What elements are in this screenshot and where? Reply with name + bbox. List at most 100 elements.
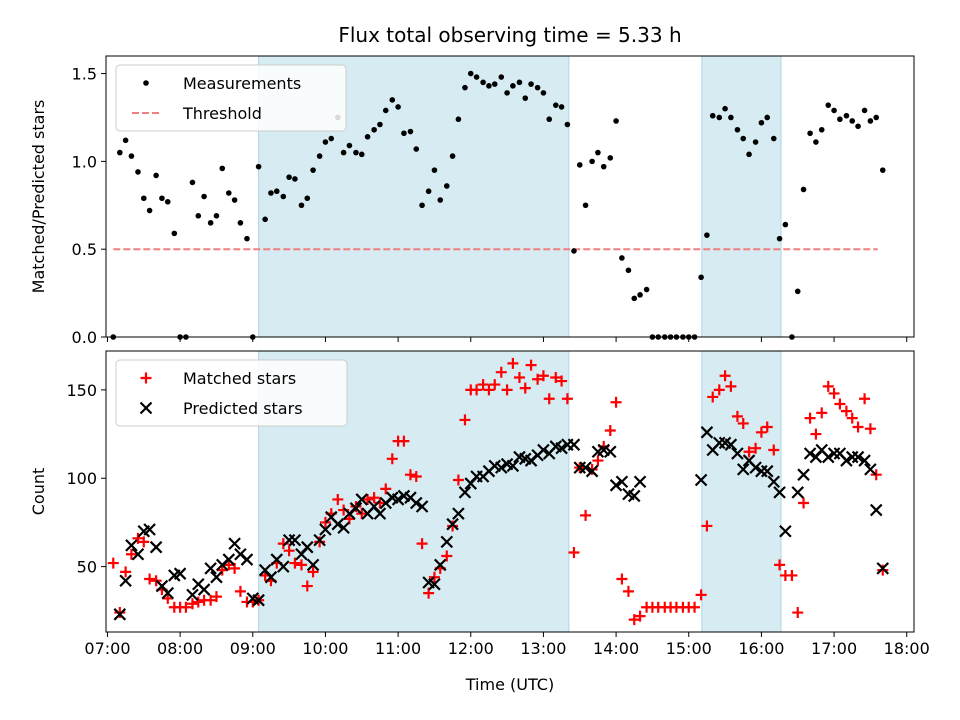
measurement-point (135, 169, 141, 175)
measurement-point (455, 116, 462, 123)
matched-stars-point (459, 414, 471, 426)
measurement-point (443, 183, 450, 189)
measurement-point (298, 202, 305, 209)
matched-stars-point (561, 393, 573, 405)
x-axis-label: Time (UTC) (465, 675, 554, 694)
measurement-point (431, 167, 438, 173)
measurement-point (310, 167, 316, 173)
legend-box (115, 359, 348, 427)
matched-stars-point (216, 564, 228, 576)
predicted-stars-point (724, 438, 738, 451)
measurement-point (364, 133, 371, 140)
matched-stars-point (877, 564, 889, 576)
measurement-point (122, 137, 129, 144)
measurement-point (153, 172, 159, 179)
predicted-stars-point (700, 426, 714, 439)
measurement-point (552, 102, 559, 108)
matched-stars-point (507, 357, 519, 369)
measurement-point (395, 104, 401, 110)
legend: Measurements Threshold (115, 64, 347, 132)
measurement-point (449, 153, 456, 159)
predicted-stars-point (452, 507, 465, 520)
predicted-stars-point (797, 468, 810, 481)
series-measurements (110, 70, 886, 340)
matched-stars-point (120, 566, 132, 578)
measurement-point (698, 274, 704, 281)
measurement-point (219, 165, 226, 172)
matched-stars-point (537, 370, 549, 382)
matched-stars-point (234, 585, 246, 597)
legend: Matched stars Predicted stars (115, 359, 348, 427)
predicted-stars-point (373, 507, 387, 520)
matched-stars-point (556, 375, 568, 387)
matched-stars-point (362, 493, 374, 505)
measurement-point (159, 195, 165, 202)
matched-stars-point (513, 372, 525, 384)
matched-stars-point (792, 607, 804, 619)
matched-stars-point (471, 384, 483, 396)
matched-stars-point (616, 573, 628, 585)
measurement-point (849, 118, 856, 124)
matched-stars-point (864, 423, 876, 435)
measurement-point (631, 295, 638, 302)
matched-stars-point (580, 509, 592, 521)
measurement-point (407, 128, 414, 135)
measurement-point (491, 81, 498, 87)
predicted-stars-point (173, 567, 187, 580)
predicted-stars-point (428, 578, 441, 591)
measurement-point (213, 213, 220, 219)
measurement-point (273, 188, 280, 195)
predicted-stars-point (228, 537, 241, 550)
measurement-point (419, 202, 425, 209)
measurement-point (201, 193, 207, 200)
predicted-stars-point (694, 473, 708, 487)
matched-stars-point (483, 384, 495, 396)
matched-stars-point (452, 474, 464, 486)
measurement-point (534, 84, 541, 91)
predicted-stars-point (446, 517, 459, 531)
y-tick-label: 0.0 (72, 328, 97, 347)
y-tick-label: 0.5 (72, 240, 97, 259)
matched-stars-point (816, 407, 828, 419)
matched-stars-point (852, 421, 864, 433)
predicted-stars-point (845, 450, 859, 464)
matched-stars-point (314, 536, 326, 548)
predicted-stars-point (277, 560, 290, 573)
matched-stars-point (140, 372, 152, 384)
measurement-point (709, 112, 716, 119)
predicted-stars-point (433, 558, 447, 572)
chart-title: Flux total observing time = 5.33 h (338, 23, 681, 47)
matched-stars-point (761, 421, 773, 433)
matched-stars-point (774, 559, 786, 571)
matched-stars-point (525, 359, 537, 371)
measurement-point (546, 116, 553, 123)
measurement-point (382, 107, 389, 114)
measurement-point (740, 135, 747, 142)
measurement-point (340, 149, 347, 156)
predicted-stars-point (731, 447, 744, 460)
matched-stars-point (804, 412, 816, 424)
matched-stars-point (695, 589, 707, 601)
measurement-point (619, 255, 625, 261)
measurement-point (643, 286, 650, 293)
matched-stars-point (532, 373, 544, 385)
matched-stars-point (380, 483, 392, 495)
measurement-point (262, 216, 268, 223)
matched-stars-point (495, 366, 507, 378)
x-tick-label: 07:00 (84, 639, 130, 658)
measurement-point (462, 84, 468, 91)
measurement-point (837, 116, 843, 123)
measurement-point (716, 114, 723, 121)
predicted-stars-point (827, 447, 841, 460)
matched-stars-point (114, 607, 126, 619)
matched-stars-point (289, 557, 301, 569)
matched-stars-point (707, 391, 719, 403)
measurement-point (825, 102, 832, 108)
predicted-stars-point (869, 503, 883, 517)
predicted-stars-point (851, 450, 865, 464)
measurement-point (770, 135, 777, 142)
matched-stars-point (725, 380, 737, 392)
predicted-stars-point (609, 479, 623, 492)
y-tick-label: 1.5 (72, 65, 97, 84)
x-tick-label: 15:00 (666, 639, 712, 658)
